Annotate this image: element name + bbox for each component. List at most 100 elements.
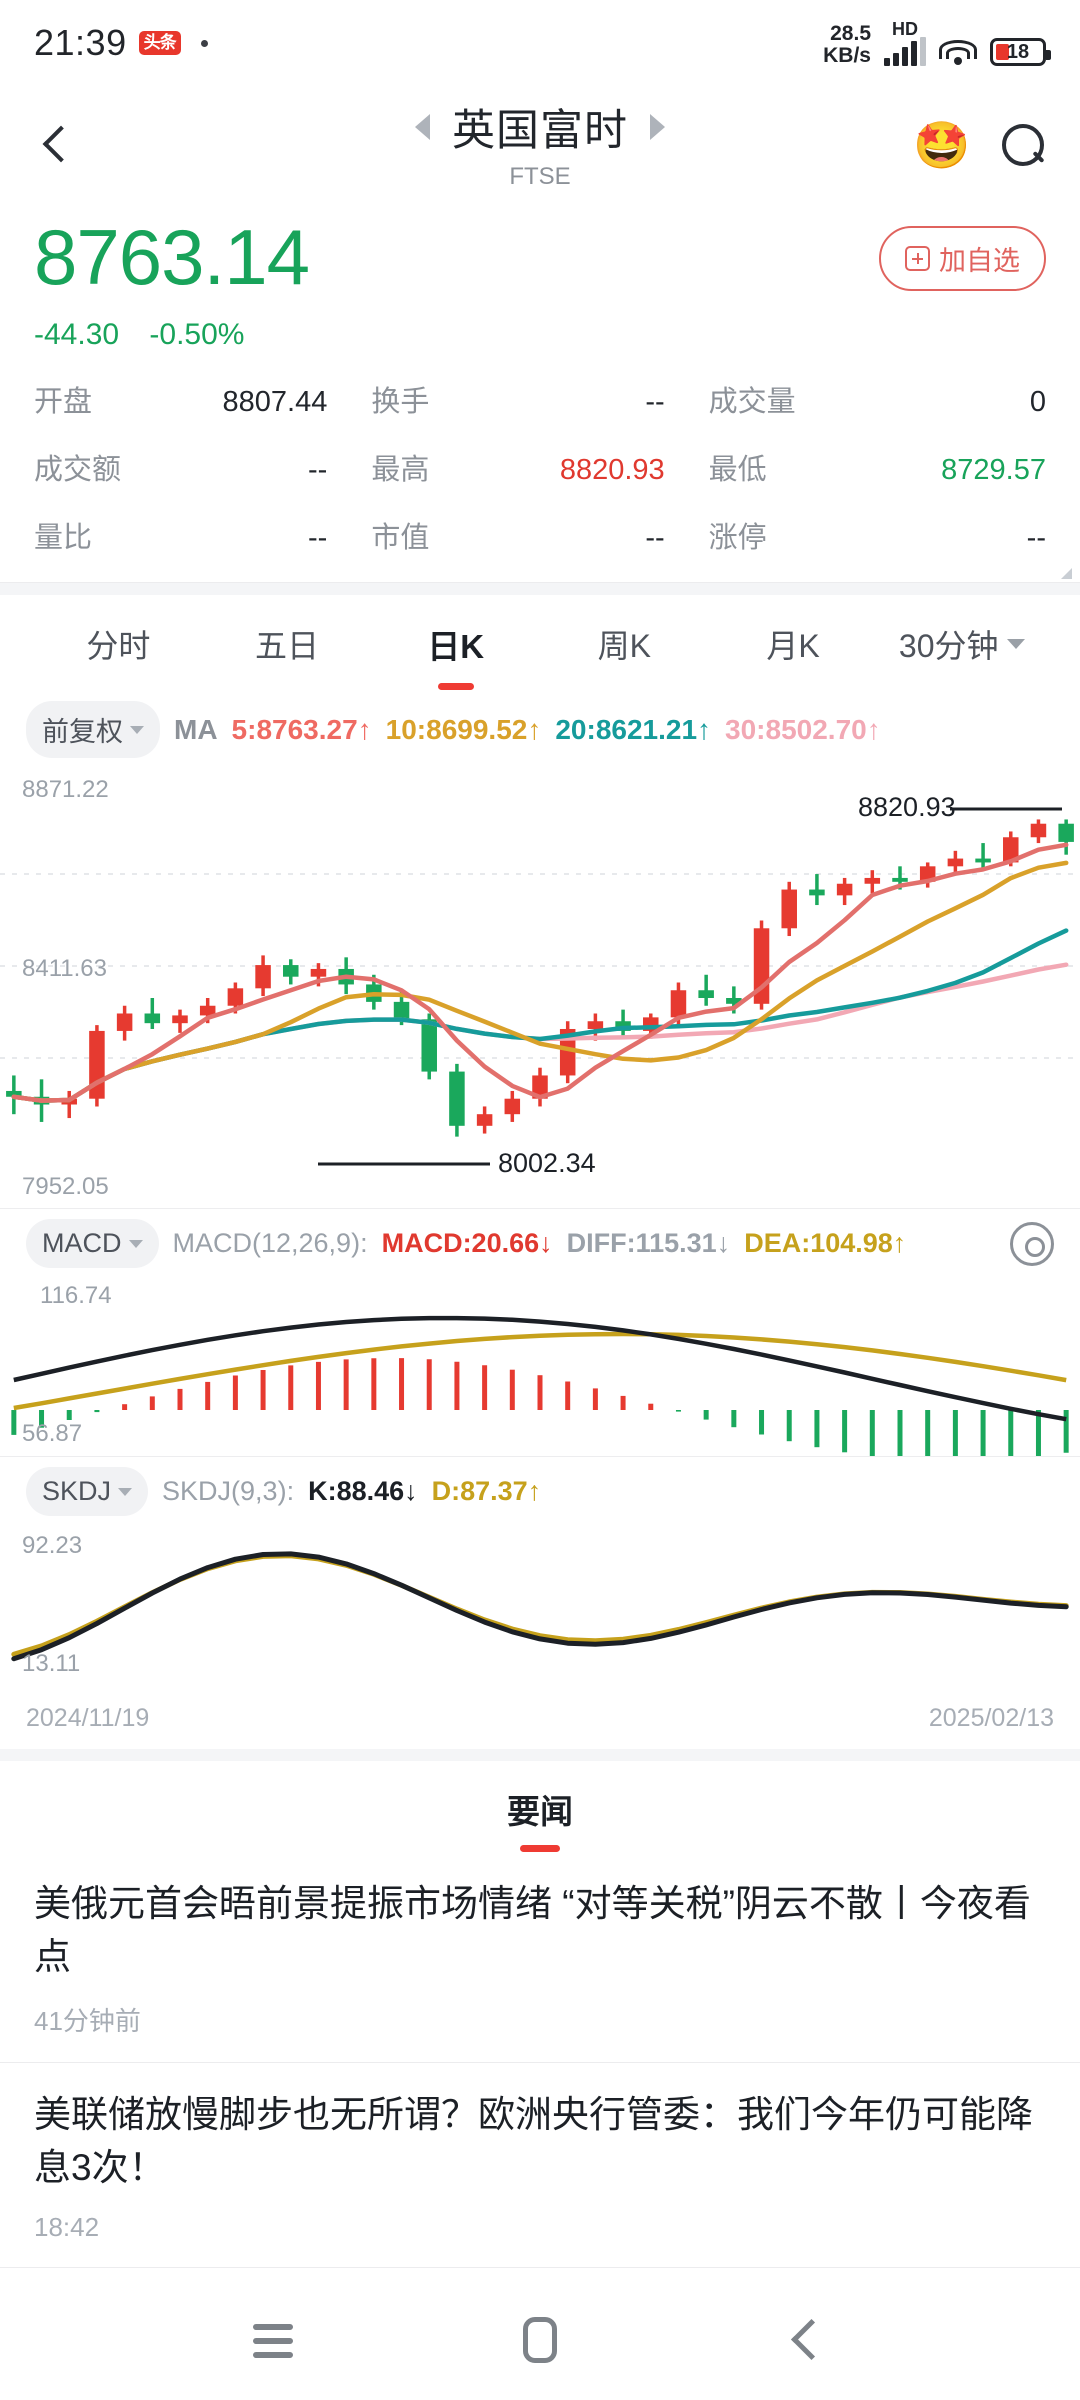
network-speed-value: 28.5: [830, 22, 871, 46]
skdj-d-value: D:87.37↑: [431, 1476, 542, 1506]
app-header: 英国富时 FTSE 🤩: [0, 86, 1080, 204]
stat-value: 0: [1029, 386, 1046, 418]
menu-icon[interactable]: [245, 2312, 301, 2368]
date-range-start: 2024/11/19: [26, 1704, 150, 1732]
adjustment-dropdown[interactable]: 前复权: [26, 701, 160, 758]
ma10-value: 10:8699.52↑: [385, 713, 542, 745]
wifi-icon: [939, 38, 977, 66]
stats-grid: 开盘 8807.44 换手 -- 成交量 0 成交额 -- 最高 8820.93…: [0, 352, 1080, 556]
stat-value: --: [308, 522, 328, 554]
skdj-indicator-dropdown[interactable]: SKDJ: [26, 1467, 149, 1516]
y-axis-bottom-label: 7952.05: [22, 1173, 109, 1200]
stat-value: --: [645, 386, 665, 418]
skdj-chip-label: SKDJ: [42, 1476, 112, 1506]
stat-value: --: [1026, 522, 1046, 554]
news-section-title: 要闻: [507, 1793, 573, 1830]
page-subtitle: FTSE: [509, 163, 571, 190]
change-absolute: -44.30: [34, 318, 120, 351]
stat-key: 成交额: [34, 454, 122, 486]
chart-date-range: 2024/11/19 2025/02/13: [0, 1694, 1080, 1749]
status-time: 21:39: [34, 22, 127, 63]
skdj-y-top-label: 92.23: [22, 1532, 83, 1559]
ma-label: MA: [174, 713, 218, 745]
news-list-item[interactable]: 美俄元首会晤前景提振市场情绪 “对等关税”阴云不散丨今夜看点 41分钟前: [0, 1852, 1080, 2064]
stat-key: 最高: [371, 454, 430, 486]
android-navigation-bar: [0, 2280, 1080, 2400]
stat-value: 8807.44: [222, 386, 328, 418]
tab-monthly-k[interactable]: 月K: [766, 628, 820, 664]
plus-icon: [905, 246, 930, 271]
news-headline: 美俄元首会晤前景提振市场情绪 “对等关税”阴云不散丨今夜看点: [34, 1883, 1031, 1977]
tab-fenshi[interactable]: 分时: [86, 628, 151, 664]
macd-svg: [11, 1315, 1069, 1462]
candlestick-svg: [0, 807, 1080, 1166]
signal-group: HD: [884, 20, 926, 66]
macd-formula: MACD(12,26,9):: [172, 1228, 368, 1258]
news-list-item[interactable]: 美联储放慢脚步也无所谓？欧洲央行管委：我们今年仍可能降息3次！ 18:42: [0, 2063, 1080, 2269]
home-icon[interactable]: [522, 2317, 557, 2363]
tab-intraday-dropdown[interactable]: 30分钟: [877, 621, 1046, 667]
skdj-k-value: K:88.46↓: [308, 1476, 418, 1506]
date-range-end: 2025/02/13: [928, 1704, 1054, 1732]
status-bar: 21:39 头条 28.5 KB/s HD 18: [0, 0, 1080, 86]
prev-symbol-button[interactable]: [415, 114, 430, 140]
tab-five-day[interactable]: 五日: [255, 628, 320, 664]
y-axis-top-label: 8871.22: [22, 776, 109, 803]
skdj-formula: SKDJ(9,3):: [162, 1476, 295, 1506]
avatar[interactable]: 🤩: [913, 119, 971, 171]
gear-icon[interactable]: [1010, 1221, 1054, 1266]
y-axis-mid-label: 8411.63: [22, 955, 107, 982]
ma5-value: 5:8763.27↑: [231, 713, 372, 745]
skdj-chart[interactable]: 92.23 13.11: [0, 1526, 1080, 1694]
stat-cell: 市值 --: [371, 514, 708, 556]
macd-y-top-label: 116.74: [40, 1282, 112, 1309]
tab-weekly-k[interactable]: 周K: [597, 628, 652, 664]
news-active-underline: [520, 1845, 560, 1852]
diff-value: DIFF:115.31↓: [566, 1228, 731, 1258]
next-symbol-button[interactable]: [650, 114, 665, 140]
ma30-value: 30:8502.70↑: [725, 713, 881, 745]
macd-indicator-dropdown[interactable]: MACD: [26, 1219, 159, 1268]
add-to-watchlist-button[interactable]: 加自选: [879, 226, 1046, 291]
stat-key: 涨停: [708, 522, 767, 554]
stat-cell: 成交额 --: [34, 446, 371, 488]
ma20-value: 20:8621.21↑: [555, 713, 712, 745]
candlestick-chart[interactable]: 8871.22 8411.63 7952.05 8820.93 8002.34: [0, 770, 1080, 1208]
tab-daily-k[interactable]: 日K: [371, 620, 540, 668]
stat-value: 8729.57: [941, 454, 1046, 486]
stat-cell: 涨停 --: [709, 514, 1046, 556]
signal-bars-icon: [884, 37, 926, 66]
quote-block: 8763.14 -44.30 -0.50% 加自选: [0, 204, 1080, 352]
macd-value: MACD:20.66↓: [381, 1228, 553, 1258]
status-indicators: 28.5 KB/s HD 18: [823, 20, 1051, 66]
stat-value: 8820.93: [559, 454, 665, 486]
news-timestamp: 41分钟前: [34, 2006, 141, 2037]
stat-cell: 量比 --: [34, 514, 371, 556]
chevron-down-icon: [118, 1487, 133, 1496]
stat-key: 量比: [34, 522, 93, 554]
search-icon[interactable]: [1000, 122, 1046, 168]
chevron-left-icon[interactable]: [779, 2312, 835, 2368]
stat-key: 市值: [371, 522, 430, 554]
news-section-header: 要闻: [0, 1761, 1080, 1852]
macd-chart[interactable]: 116.74 56.87: [0, 1278, 1080, 1462]
chevron-down-icon: [1006, 639, 1025, 649]
section-divider: [0, 583, 1080, 595]
stat-key: 成交量: [708, 386, 796, 418]
macd-panel-header: MACD MACD(12,26,9): MACD:20.66↓ DIFF:115…: [0, 1208, 1080, 1278]
section-divider: [0, 1749, 1080, 1761]
stat-cell: 开盘 8807.44: [34, 378, 371, 420]
stats-row: 量比 -- 市值 -- 涨停 --: [34, 514, 1046, 556]
back-button[interactable]: [34, 123, 78, 167]
stat-key: 开盘: [34, 386, 93, 418]
battery-icon: 18: [990, 38, 1051, 66]
price-change-row: -44.30 -0.50%: [34, 318, 1046, 352]
macd-chip-label: MACD: [42, 1228, 122, 1258]
expand-indicator[interactable]: [0, 568, 1080, 583]
change-percent: -0.50%: [149, 318, 245, 351]
dea-value: DEA:104.98↑: [744, 1228, 907, 1258]
news-timestamp: 18:42: [34, 2212, 100, 2243]
chevron-down-icon: [128, 1239, 143, 1248]
stats-row: 开盘 8807.44 换手 -- 成交量 0: [34, 378, 1046, 420]
stats-row: 成交额 -- 最高 8820.93 最低 8729.57: [34, 446, 1046, 488]
